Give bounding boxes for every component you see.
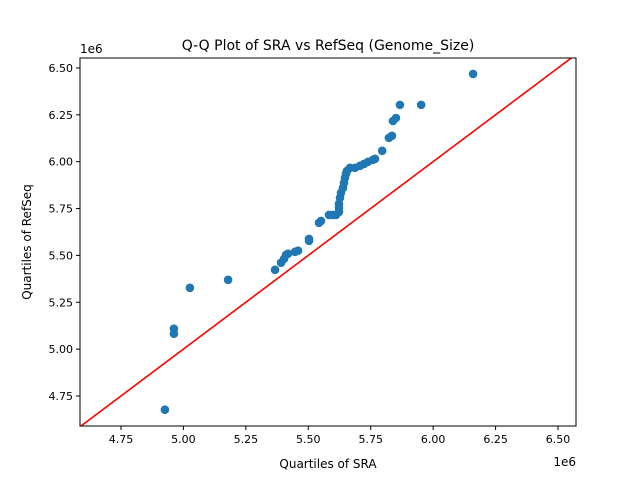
x-tick-label: 5.00 <box>171 433 196 446</box>
y-tick-label: 5.50 <box>49 249 74 262</box>
x-offset-label: 1e6 <box>553 455 576 469</box>
x-tick-label: 6.00 <box>421 433 446 446</box>
plot-frame <box>79 57 577 427</box>
data-point <box>169 324 179 334</box>
x-tick-label: 5.50 <box>296 433 321 446</box>
y-tick-label: 6.25 <box>49 109 74 122</box>
data-point <box>416 100 426 110</box>
data-point <box>377 146 387 156</box>
data-point <box>270 265 280 275</box>
x-axis-label: Quartiles of SRA <box>279 457 377 471</box>
data-point <box>293 246 303 256</box>
data-point <box>316 216 326 226</box>
reference-line <box>80 58 573 426</box>
x-tick-label: 6.25 <box>483 433 508 446</box>
data-point <box>160 405 170 414</box>
y-offset-label: 1e6 <box>80 42 103 56</box>
data-point <box>387 131 397 141</box>
x-tick-label: 5.25 <box>234 433 259 446</box>
y-tick-label: 5.00 <box>49 343 74 356</box>
x-tick-label: 4.75 <box>109 433 134 446</box>
data-point <box>283 249 293 259</box>
data-point <box>391 113 401 123</box>
y-tick-label: 6.50 <box>49 62 74 75</box>
chart-title: Q-Q Plot of SRA vs RefSeq (Genome_Size) <box>182 38 475 54</box>
x-tick-label: 6.50 <box>546 433 571 446</box>
data-point <box>395 100 405 110</box>
y-axis-label: Quartiles of RefSeq <box>20 184 34 300</box>
y-tick-label: 6.00 <box>49 156 74 169</box>
data-point <box>370 154 380 164</box>
y-tick-label: 5.75 <box>49 203 74 216</box>
data-point <box>468 69 478 79</box>
data-point <box>223 275 233 285</box>
y-tick-label: 5.25 <box>49 296 74 309</box>
data-point <box>304 234 314 244</box>
x-tick-label: 5.75 <box>358 433 383 446</box>
y-tick-label: 4.75 <box>49 390 74 403</box>
data-point <box>185 283 195 293</box>
